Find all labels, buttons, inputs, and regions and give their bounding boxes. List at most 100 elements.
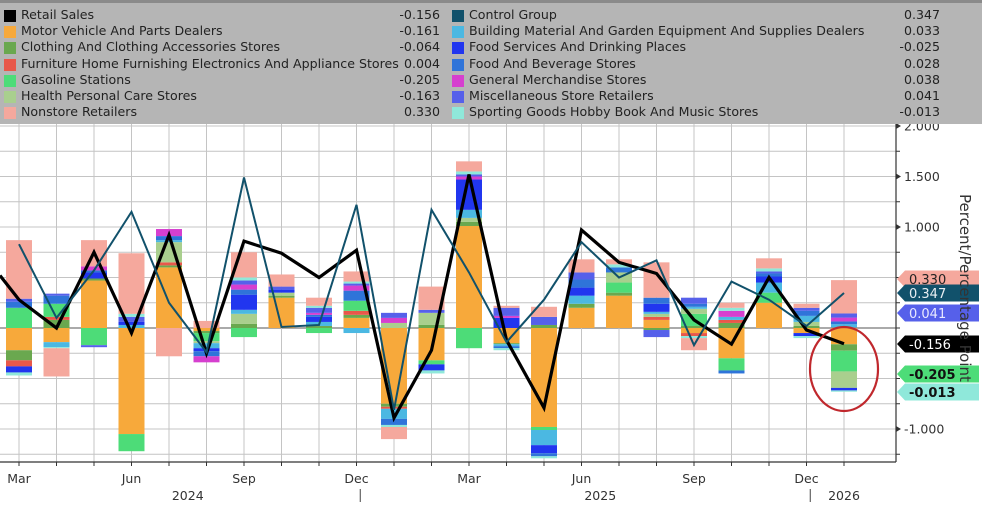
bar-segment <box>531 316 557 325</box>
bar-segment <box>43 348 70 377</box>
bar-segment <box>493 307 520 316</box>
bar-segment <box>118 324 145 328</box>
bar-segment <box>81 272 107 279</box>
bar-segment <box>568 287 595 296</box>
bar-segment <box>643 330 670 338</box>
y-tick-label: -1.000 <box>904 422 944 437</box>
bar-segment <box>343 283 370 286</box>
bar-stack <box>831 280 857 392</box>
legend-value: -0.161 <box>399 23 440 39</box>
bar-segment <box>418 360 445 365</box>
legend-panel: Retail Sales -0.156 Motor Vehicle And Part… <box>0 0 982 124</box>
highlight-ellipse <box>808 325 880 413</box>
bar-segment <box>718 370 745 374</box>
bar-segment <box>381 426 407 440</box>
bar-segment <box>831 321 857 325</box>
bar-stack <box>6 240 32 376</box>
legend-item: Health Personal Care Stores -0.163 <box>4 88 440 104</box>
bar-segment <box>43 342 70 348</box>
legend-value: 0.033 <box>903 23 940 39</box>
bar-segment <box>456 161 482 172</box>
bar-segment <box>681 336 707 339</box>
value-tag-label: -0.205 <box>909 368 956 383</box>
legend-swatch <box>4 74 16 87</box>
legend-item: Miscellaneous Store Retailers 0.041 <box>452 88 940 104</box>
bar-segment <box>43 293 70 296</box>
bar-segment <box>418 370 445 374</box>
bar-segment <box>118 434 145 452</box>
bar-segment <box>156 240 182 243</box>
bar-segment <box>718 322 745 328</box>
bar-segment <box>6 360 32 367</box>
legend-swatch <box>452 10 464 22</box>
bar-segment <box>456 179 482 210</box>
legend-item: Control Group 0.347 <box>452 7 940 23</box>
legend-swatch <box>452 107 464 120</box>
legend-label: Building Material And Garden Equipment A… <box>469 23 865 39</box>
bar-segment <box>268 289 295 293</box>
bar-segment <box>831 280 857 314</box>
value-tag: -0.156 <box>897 335 979 353</box>
bar-segment <box>643 311 670 314</box>
bar-stack <box>268 274 295 328</box>
bar-segment <box>831 317 857 322</box>
control-group-line <box>18 177 845 410</box>
bar-segment <box>381 322 407 328</box>
legend-label: Health Personal Care Stores <box>21 87 197 103</box>
bar-segment <box>793 310 820 316</box>
bar-segment <box>531 445 557 454</box>
bar-segment <box>118 321 145 325</box>
bar-segment <box>681 297 707 304</box>
legend-swatch <box>4 26 16 39</box>
bar-stack <box>531 306 557 459</box>
legend-right-column: Control Group 0.347 Building Material And … <box>452 7 940 120</box>
bar-segment <box>343 310 370 315</box>
value-tag-label: 0.347 <box>909 287 946 302</box>
legend-swatch <box>4 10 16 22</box>
legend-left-column: Retail Sales -0.156 Motor Vehicle And Part… <box>4 7 440 120</box>
x-tick-label: Mar <box>457 471 481 486</box>
bar-segment <box>6 301 32 308</box>
bar-segment <box>193 328 220 332</box>
value-tag: 0.347 <box>897 284 979 302</box>
bar-segment <box>606 264 632 268</box>
legend-swatch <box>452 58 464 71</box>
bar-segment <box>756 268 782 272</box>
bar-segment <box>456 328 482 349</box>
bar-segment <box>493 348 520 351</box>
bar-segment <box>343 300 370 311</box>
bar-segment <box>156 328 182 357</box>
bar-segment <box>493 343 520 345</box>
value-tag-label: -0.013 <box>909 386 956 401</box>
bar-segment <box>81 345 107 348</box>
bar-segment <box>493 344 520 347</box>
bar-segment <box>418 364 445 371</box>
bar-segment <box>306 316 332 322</box>
bar-segment <box>531 456 557 459</box>
bar-segment <box>343 317 370 328</box>
bar-segment <box>756 292 782 303</box>
bar-segment <box>681 333 707 337</box>
bar-segment <box>643 313 670 317</box>
bar-segment <box>643 303 670 312</box>
bar-segment <box>231 328 257 338</box>
bar-segment <box>193 333 220 342</box>
bar-segment <box>268 274 295 287</box>
bar-segment <box>231 280 257 285</box>
bar-segment <box>756 271 782 274</box>
value-tag: -0.205 <box>897 365 979 383</box>
value-tag-shape <box>897 270 979 288</box>
bar-segment <box>81 280 107 328</box>
bar-segment <box>306 314 332 317</box>
bar-segment <box>606 295 632 328</box>
bar-segment <box>231 284 257 290</box>
bar-segment <box>606 282 632 293</box>
bar-segment <box>531 430 557 446</box>
legend-label: Nonstore Retailers <box>21 104 138 120</box>
bar-segment <box>718 302 745 308</box>
bar-segment <box>306 305 332 308</box>
legend-item: Nonstore Retailers 0.330 <box>4 104 440 120</box>
legend-swatch <box>452 90 464 103</box>
bar-segment <box>118 316 145 322</box>
legend-swatch <box>4 90 16 103</box>
